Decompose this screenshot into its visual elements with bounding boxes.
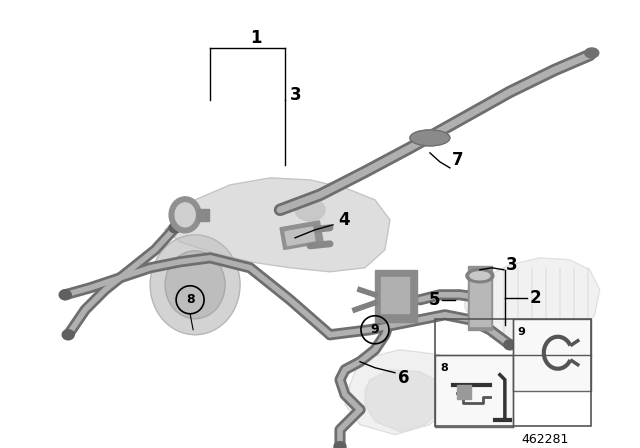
Ellipse shape (295, 199, 325, 221)
Text: 462281: 462281 (521, 433, 568, 446)
Ellipse shape (585, 48, 599, 58)
Ellipse shape (175, 203, 195, 227)
Bar (197, 209, 209, 221)
Bar (457, 385, 471, 399)
Text: 8: 8 (440, 363, 447, 373)
Text: 1: 1 (250, 29, 262, 47)
Bar (381, 277, 409, 313)
Text: 6: 6 (398, 369, 410, 387)
Ellipse shape (59, 290, 71, 300)
Ellipse shape (334, 442, 346, 448)
Ellipse shape (470, 272, 490, 280)
Bar (513, 319, 591, 391)
Text: 7: 7 (452, 151, 463, 169)
Ellipse shape (504, 340, 516, 350)
Polygon shape (165, 178, 390, 272)
Ellipse shape (410, 130, 450, 146)
Ellipse shape (466, 269, 494, 283)
Ellipse shape (62, 330, 74, 340)
Polygon shape (465, 258, 600, 345)
Bar (280, 221, 323, 250)
Ellipse shape (165, 251, 225, 319)
Bar (375, 270, 417, 322)
Ellipse shape (150, 235, 240, 335)
Text: 9: 9 (371, 323, 380, 336)
Text: 9: 9 (518, 327, 525, 337)
Text: 3: 3 (290, 86, 301, 104)
Bar (435, 319, 591, 426)
Text: 2: 2 (530, 289, 541, 307)
Polygon shape (345, 350, 460, 435)
Polygon shape (365, 370, 448, 432)
Text: 4: 4 (338, 211, 349, 229)
Text: 3: 3 (506, 256, 518, 274)
Bar (470, 270, 490, 326)
Ellipse shape (169, 197, 201, 233)
Ellipse shape (169, 223, 181, 233)
Text: 8: 8 (186, 293, 195, 306)
Bar (435, 355, 513, 426)
Text: 5: 5 (428, 291, 440, 309)
Bar (468, 266, 492, 330)
Bar (285, 227, 315, 246)
